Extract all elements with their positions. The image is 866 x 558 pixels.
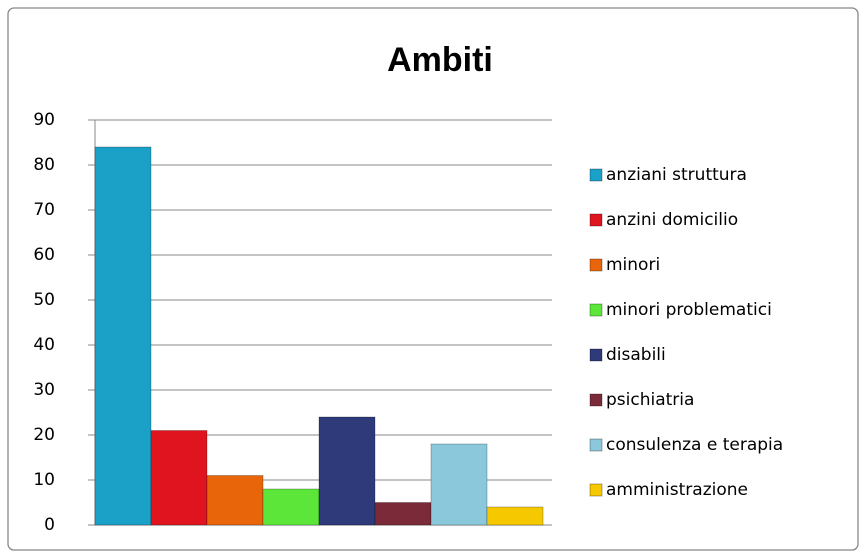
y-tick-label: 70: [33, 200, 55, 220]
bar: [318, 416, 376, 526]
y-tick-label: 60: [33, 245, 55, 265]
y-tick-label: 90: [33, 110, 55, 130]
legend-label: disabili: [606, 345, 666, 365]
legend-swatch: [589, 213, 603, 227]
legend-label: amministrazione: [606, 480, 748, 500]
legend-swatch: [589, 393, 603, 407]
bar: [262, 488, 320, 526]
chart-border: [7, 7, 859, 551]
y-tick-label: 40: [33, 335, 55, 355]
legend-swatch: [589, 258, 603, 272]
legend-swatch: [589, 303, 603, 317]
legend-label: anziani struttura: [606, 165, 747, 185]
chart-title: Ambiti: [387, 41, 493, 79]
bar: [206, 475, 264, 526]
legend-label: minori: [606, 255, 660, 275]
legend-swatch: [589, 438, 603, 452]
bar: [430, 443, 488, 526]
legend-swatch: [589, 348, 603, 362]
y-tick-label: 80: [33, 155, 55, 175]
legend-swatch: [589, 483, 603, 497]
bar: [374, 502, 432, 526]
y-tick-label: 10: [33, 470, 55, 490]
y-tick-label: 50: [33, 290, 55, 310]
legend-label: anzini domicilio: [606, 210, 738, 230]
y-tick-label: 0: [44, 515, 55, 535]
legend-label: consulenza e terapia: [606, 435, 783, 455]
y-tick-label: 20: [33, 425, 55, 445]
bar: [94, 146, 152, 526]
legend-swatch: [589, 168, 603, 182]
legend-label: psichiatria: [606, 390, 694, 410]
legend-label: minori problematici: [606, 300, 772, 320]
bar: [486, 506, 544, 526]
y-tick-label: 30: [33, 380, 55, 400]
bar: [150, 430, 208, 526]
